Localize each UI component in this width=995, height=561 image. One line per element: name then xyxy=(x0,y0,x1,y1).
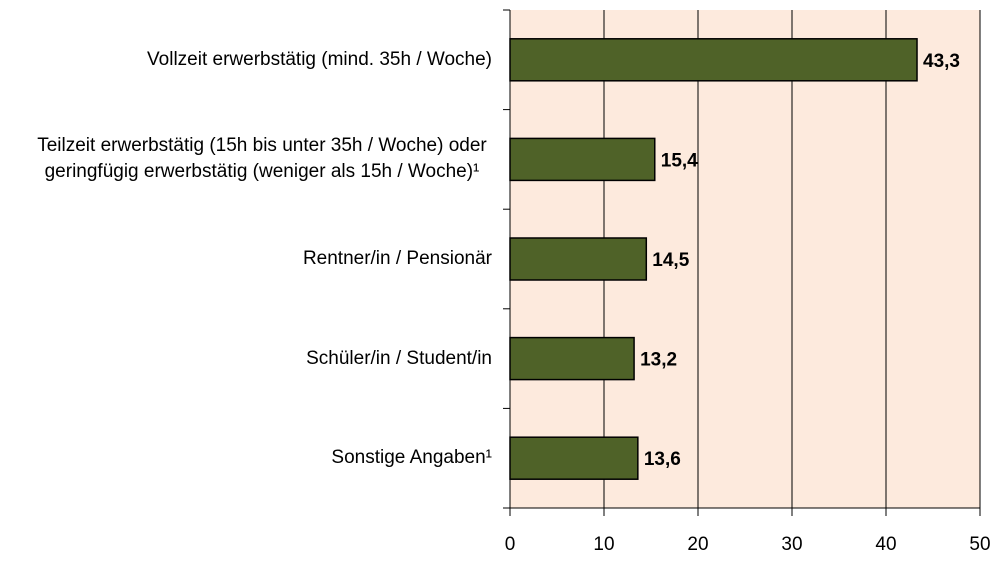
value-label: 14,5 xyxy=(652,250,689,271)
category-label-box: Teilzeit erwerbstätig (15h bis unter 35h… xyxy=(0,133,492,185)
y-tick-label: Teilzeit erwerbstätig (15h bis unter 35h… xyxy=(37,135,487,183)
value-label: 15,4 xyxy=(661,150,698,171)
bar xyxy=(509,137,656,182)
bar xyxy=(509,38,918,82)
category-label-box: Vollzeit erwerbstätig (mind. 35h / Woche… xyxy=(0,47,492,73)
x-tick-label: 40 xyxy=(875,534,896,555)
category-label-box: Sonstige Angaben¹ xyxy=(0,445,492,471)
y-tick-label: Sonstige Angaben¹ xyxy=(331,447,492,469)
x-tick-label: 10 xyxy=(593,534,614,555)
bar xyxy=(509,336,635,381)
x-tick-label: 20 xyxy=(687,534,708,555)
category-label-box: Schüler/in / Student/in xyxy=(0,346,492,372)
value-label: 43,3 xyxy=(923,51,960,72)
bar xyxy=(509,436,639,480)
y-tick-label: Rentner/in / Pensionär xyxy=(302,248,492,269)
x-tick-label: 50 xyxy=(969,534,990,555)
bar xyxy=(509,237,648,281)
value-label: 13,6 xyxy=(644,449,681,470)
x-tick-label: 30 xyxy=(781,534,802,555)
category-label-box: Rentner/in / Pensionär xyxy=(0,246,492,272)
value-label: 13,2 xyxy=(640,350,677,371)
y-tick-label: Vollzeit erwerbstätig (mind. 35h / Woche… xyxy=(147,48,492,70)
x-tick-label: 0 xyxy=(505,534,516,555)
y-tick-label: Schüler/in / Student/in xyxy=(306,347,492,369)
